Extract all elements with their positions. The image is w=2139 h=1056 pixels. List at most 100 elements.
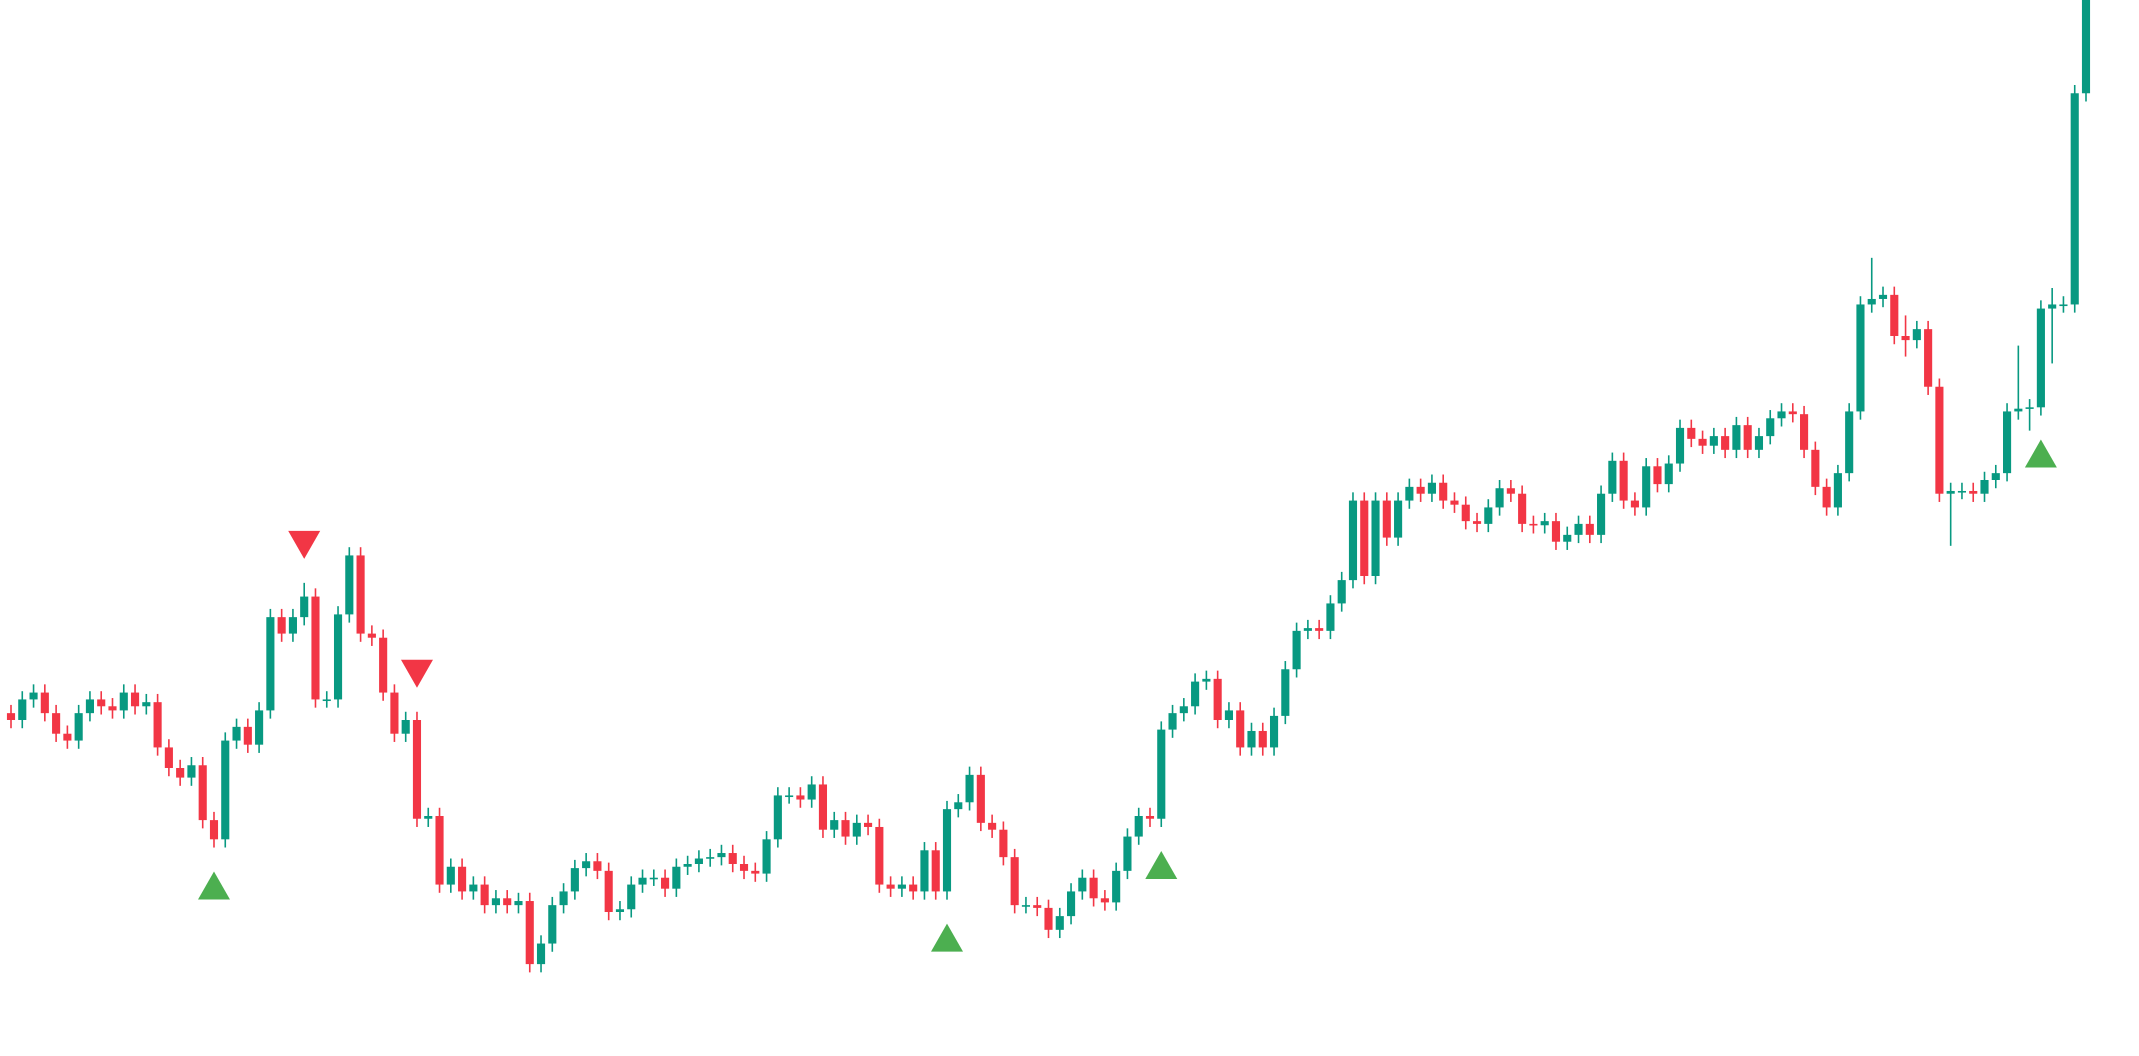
candle-body	[1754, 436, 1764, 450]
candle-body	[311, 596, 320, 700]
candle-body	[1585, 523, 1594, 535]
candle-body	[1157, 729, 1166, 819]
candle-body	[1405, 486, 1414, 501]
candle-body	[965, 774, 974, 803]
candle-body	[1833, 473, 1842, 508]
candle-body	[74, 713, 83, 741]
candle-body	[818, 784, 828, 830]
sell-signal	[288, 530, 321, 559]
candle-body	[2025, 407, 2034, 409]
buy-signal	[1145, 850, 1178, 879]
candle-body	[1743, 425, 1752, 450]
candle-body	[988, 822, 997, 830]
candle-body	[976, 774, 985, 823]
candle-body	[1777, 411, 1786, 419]
candle-body	[773, 795, 782, 840]
candle-body	[548, 905, 557, 944]
candle-body	[153, 702, 162, 748]
candle-body	[345, 555, 354, 615]
candle-body	[728, 853, 737, 864]
candle-body	[176, 768, 185, 778]
candle-body	[458, 866, 467, 892]
candle-body	[1912, 329, 1921, 341]
candle-body	[1360, 500, 1369, 576]
candle-body	[1100, 898, 1109, 903]
candle-body	[491, 898, 500, 906]
candle-body	[1630, 500, 1639, 508]
candle-body	[1303, 628, 1312, 631]
candle-body	[164, 747, 173, 768]
candle-body	[1055, 916, 1064, 930]
candle-body	[875, 826, 884, 885]
candle-body	[627, 884, 636, 910]
candle-body	[1946, 490, 1955, 494]
candle-body	[954, 802, 963, 810]
candle-body	[2003, 411, 2012, 474]
candle-body	[300, 596, 309, 618]
candle-body	[367, 633, 376, 638]
candle-body	[390, 692, 399, 734]
candle-body	[661, 877, 670, 889]
candle-body	[864, 822, 873, 827]
candle-body	[119, 692, 128, 711]
candle-body	[1935, 386, 1944, 494]
candle-body	[1619, 460, 1628, 501]
candle-body	[852, 822, 861, 837]
candle-body	[1168, 713, 1177, 730]
candle-body	[931, 850, 940, 892]
candle-body	[412, 720, 422, 819]
candle-body	[40, 692, 49, 714]
candle-body	[1382, 500, 1391, 538]
candle-body	[29, 692, 38, 700]
candle-body	[1721, 436, 1730, 450]
candle-body	[1811, 449, 1820, 487]
candle-body	[1258, 730, 1267, 748]
candle-body	[2059, 304, 2068, 307]
candle-body	[2070, 93, 2079, 305]
candle-body	[209, 820, 219, 840]
candle-body	[1348, 500, 1358, 581]
candle-body	[1856, 304, 1865, 412]
candle-body	[322, 699, 331, 702]
candle-body	[480, 884, 489, 906]
candle-body	[1867, 298, 1876, 305]
candle-body	[1394, 500, 1403, 538]
candle-body	[1247, 730, 1256, 748]
candle-body	[232, 726, 241, 741]
candle-body	[52, 713, 61, 734]
candle-body	[683, 864, 692, 867]
candle-body	[6, 713, 16, 720]
candle-body	[266, 617, 275, 711]
candle-body	[446, 866, 455, 885]
candle-body	[1608, 460, 1617, 494]
candle-body	[1574, 523, 1583, 535]
candle-body	[751, 870, 760, 874]
buy-signal	[197, 871, 230, 900]
candle-body	[604, 870, 613, 912]
candle-body	[379, 637, 388, 693]
sell-signal	[400, 659, 433, 688]
candle-body	[942, 809, 952, 892]
candle-body	[221, 740, 230, 840]
candle-body	[1236, 710, 1245, 748]
candle-body	[1044, 907, 1053, 930]
candle-body	[1980, 480, 1989, 494]
candle-body	[1642, 466, 1651, 508]
candle-body	[1698, 438, 1707, 446]
candle-body	[1788, 411, 1797, 415]
candle-body	[717, 853, 726, 858]
candle-body	[1563, 534, 1572, 542]
candle-body	[1687, 427, 1696, 439]
candle-body	[807, 784, 816, 800]
candle-body	[1145, 816, 1155, 819]
candle-body	[1518, 493, 1527, 524]
candle-body	[1202, 678, 1211, 682]
candle-body	[97, 699, 106, 707]
candle-body	[694, 858, 703, 864]
candle-body	[2081, 0, 2091, 94]
candle-body	[108, 706, 117, 711]
candle-body	[1709, 436, 1718, 446]
candle-body	[255, 710, 264, 745]
candle-body	[130, 692, 140, 707]
